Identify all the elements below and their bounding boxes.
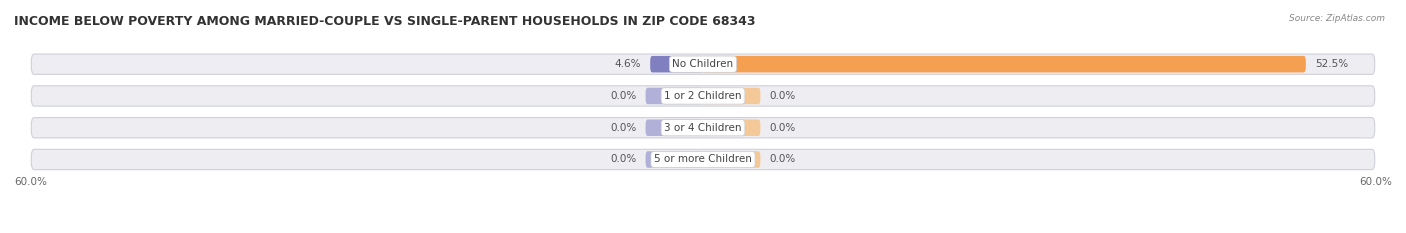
Text: 0.0%: 0.0% (769, 154, 796, 164)
Text: 3 or 4 Children: 3 or 4 Children (664, 123, 742, 133)
Text: 52.5%: 52.5% (1315, 59, 1348, 69)
FancyBboxPatch shape (31, 86, 1375, 106)
FancyBboxPatch shape (645, 120, 703, 136)
Text: 60.0%: 60.0% (1360, 177, 1392, 187)
Text: No Children: No Children (672, 59, 734, 69)
Text: 0.0%: 0.0% (610, 154, 637, 164)
FancyBboxPatch shape (703, 56, 1306, 72)
Text: 60.0%: 60.0% (14, 177, 46, 187)
Text: 0.0%: 0.0% (769, 91, 796, 101)
FancyBboxPatch shape (703, 88, 761, 104)
FancyBboxPatch shape (703, 151, 761, 168)
FancyBboxPatch shape (31, 54, 1375, 74)
Text: 0.0%: 0.0% (769, 123, 796, 133)
Text: 4.6%: 4.6% (614, 59, 641, 69)
Text: INCOME BELOW POVERTY AMONG MARRIED-COUPLE VS SINGLE-PARENT HOUSEHOLDS IN ZIP COD: INCOME BELOW POVERTY AMONG MARRIED-COUPL… (14, 15, 755, 28)
Text: Source: ZipAtlas.com: Source: ZipAtlas.com (1289, 14, 1385, 23)
FancyBboxPatch shape (645, 88, 703, 104)
FancyBboxPatch shape (703, 120, 761, 136)
FancyBboxPatch shape (31, 149, 1375, 170)
FancyBboxPatch shape (650, 56, 703, 72)
Text: 1 or 2 Children: 1 or 2 Children (664, 91, 742, 101)
FancyBboxPatch shape (645, 151, 703, 168)
FancyBboxPatch shape (31, 118, 1375, 138)
Legend: Married Couples, Single Parents: Married Couples, Single Parents (595, 231, 811, 233)
Text: 0.0%: 0.0% (610, 91, 637, 101)
Text: 5 or more Children: 5 or more Children (654, 154, 752, 164)
Text: 0.0%: 0.0% (610, 123, 637, 133)
